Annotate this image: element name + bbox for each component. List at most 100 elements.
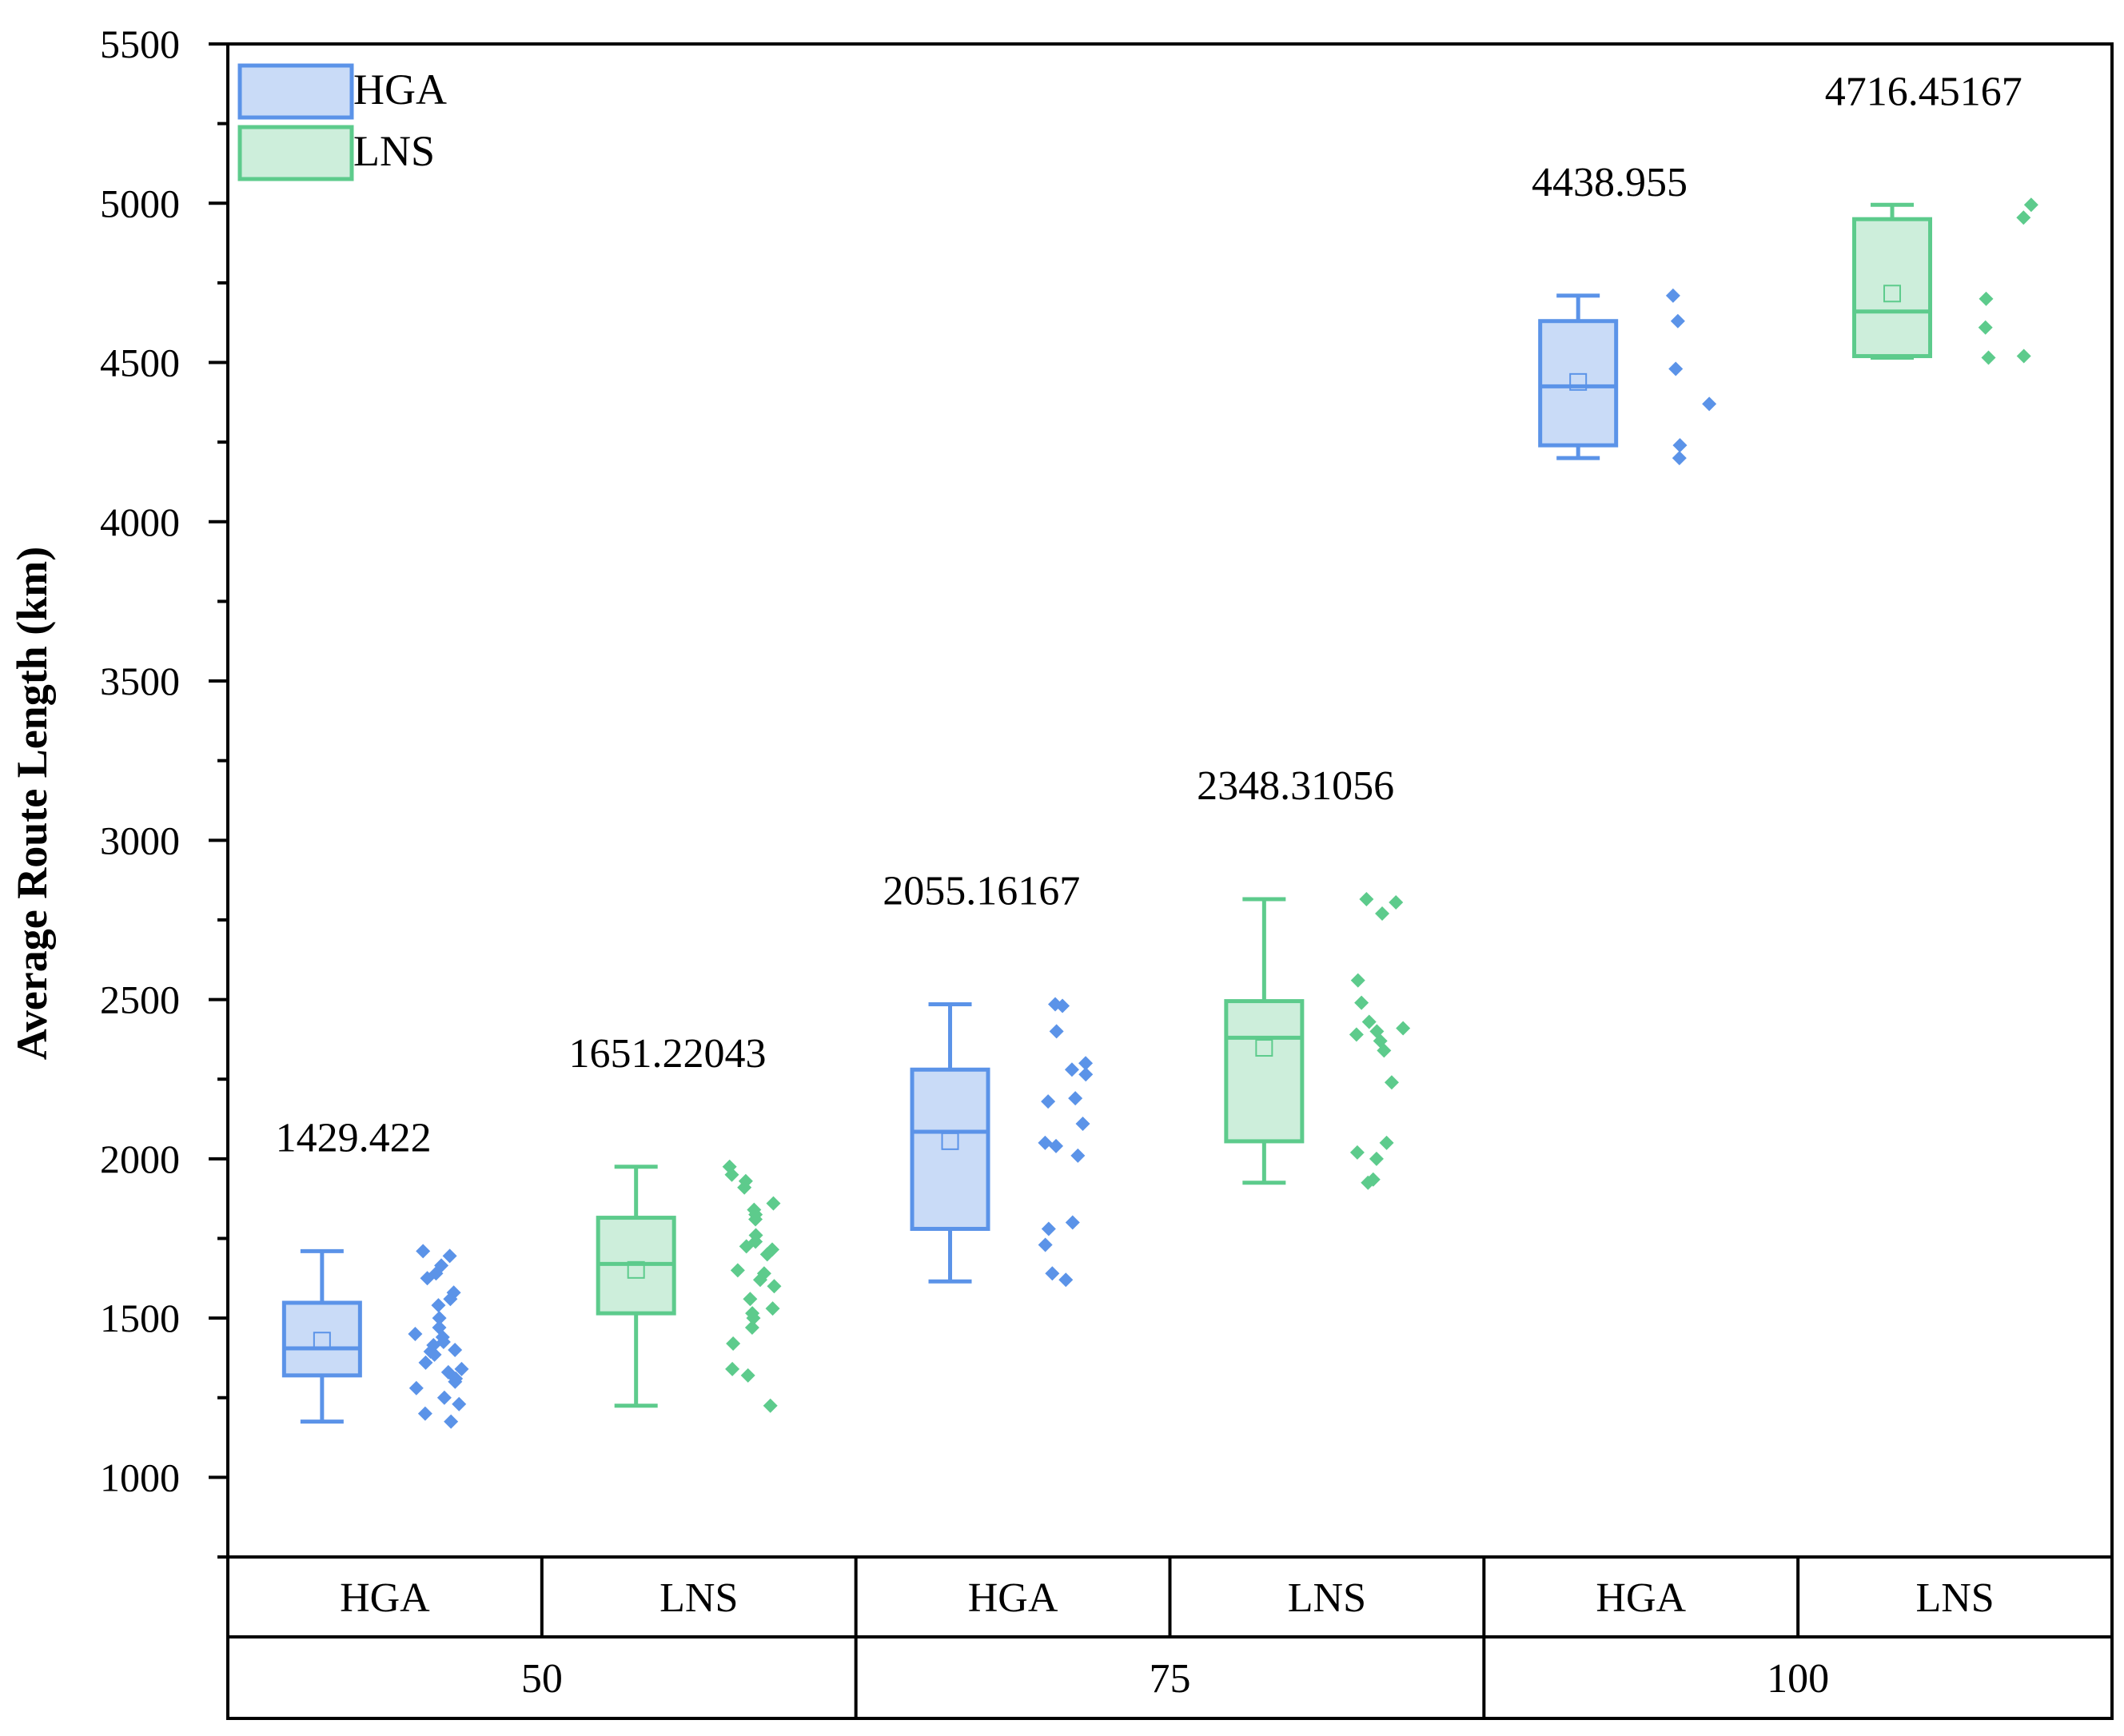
y-axis-title-group: Average Route Length (km): [8, 547, 56, 1060]
data-point-lns: [2023, 197, 2038, 213]
data-point-lns: [726, 1336, 741, 1351]
data-point-lns: [767, 1279, 782, 1294]
legend-swatch: [237, 125, 354, 181]
data-points: [408, 197, 2038, 1429]
data-point-hga: [442, 1248, 457, 1264]
data-point-lns: [744, 1320, 759, 1336]
data-point-lns: [748, 1212, 763, 1227]
mean-marker: [313, 1332, 331, 1350]
mean-marker: [941, 1132, 959, 1150]
data-point-lns: [1354, 995, 1369, 1010]
y-axis: 1000 1500 2000 2500 3000 3500 4000 4500 5000 5500: [100, 22, 228, 1559]
data-point-hga: [432, 1311, 447, 1326]
y-tick-label: 3000: [100, 818, 180, 862]
data-point-lns: [752, 1272, 767, 1288]
data-point-hga: [1068, 1091, 1083, 1106]
legend: HGA LNS: [237, 63, 447, 181]
data-point-lns: [730, 1263, 745, 1278]
x-method-label: LNS: [660, 1575, 738, 1621]
data-point-hga: [1078, 1056, 1094, 1071]
x-category-table: HGA LNS 50 HGA LNS 75 HGA LNS 100: [226, 1555, 2114, 1720]
x-method-label: HGA: [968, 1575, 1058, 1621]
legend-swatch: [237, 63, 354, 120]
mean-labels: 1429.422 1651.22043 2055.16167 2348.31056 44…: [276, 69, 2022, 1161]
data-point-hga: [427, 1347, 442, 1362]
data-point-hga: [1055, 998, 1070, 1013]
data-point-hga: [1041, 1221, 1056, 1236]
data-point-hga: [1672, 451, 1687, 466]
y-tick-label: 5500: [100, 22, 180, 66]
data-point-lns: [1384, 1075, 1399, 1090]
data-point-hga: [1064, 1062, 1079, 1077]
data-point-hga: [1041, 1094, 1056, 1109]
data-point-lns: [1396, 1021, 1411, 1036]
data-point-hga: [1049, 1024, 1064, 1039]
y-tick-label: 1500: [100, 1296, 180, 1340]
data-point-lns: [1377, 1043, 1392, 1058]
data-point-lns: [725, 1361, 740, 1376]
data-point-hga: [436, 1390, 452, 1405]
data-point-hga: [444, 1414, 459, 1429]
mean-value-label: 4716.45167: [1825, 69, 2022, 114]
iqr-box: [1852, 217, 1933, 359]
data-point-hga: [431, 1298, 446, 1313]
legend-item-lns: LNS: [237, 125, 435, 181]
y-tick-label: 1000: [100, 1455, 180, 1499]
x-method-label: LNS: [1288, 1575, 1366, 1621]
data-point-lns: [1349, 1027, 1364, 1042]
data-point-lns: [765, 1301, 780, 1316]
x-group-label: 100: [1767, 1656, 1829, 1702]
data-point-hga: [1078, 1067, 1094, 1082]
data-point-hga: [1702, 396, 1717, 412]
mean-value-label: 2348.31056: [1197, 763, 1394, 809]
plot-border: [226, 42, 2114, 1559]
data-point-lns: [1389, 895, 1404, 910]
x-method-label: LNS: [1915, 1575, 1994, 1621]
data-point-hga: [417, 1406, 432, 1421]
box-hga-50: [281, 1248, 362, 1424]
mean-value-label: 1651.22043: [568, 1031, 766, 1077]
y-tick-label: 4000: [100, 500, 180, 544]
data-point-hga: [418, 1355, 433, 1370]
x-group-label: 50: [521, 1656, 563, 1702]
data-point-lns: [1350, 973, 1365, 988]
data-point-lns: [1359, 892, 1374, 907]
data-point-lns: [766, 1196, 781, 1211]
data-point-hga: [420, 1271, 435, 1286]
data-point-hga: [1070, 1148, 1086, 1163]
data-point-lns: [737, 1180, 752, 1195]
data-point-lns: [1361, 1175, 1376, 1190]
data-point-hga: [1670, 313, 1685, 328]
data-point-hga: [1668, 361, 1684, 376]
data-point-lns: [740, 1368, 755, 1383]
x-method-label: HGA: [1596, 1575, 1686, 1621]
box-lns-75: [1224, 897, 1305, 1185]
data-point-hga: [443, 1292, 458, 1307]
x-method-label: HGA: [340, 1575, 430, 1621]
box-lns-50: [596, 1165, 676, 1408]
mean-value-label: 1429.422: [276, 1115, 432, 1161]
mean-marker: [1569, 372, 1588, 391]
iqr-box: [1538, 319, 1619, 448]
iqr-box: [1224, 999, 1305, 1144]
data-point-hga: [1038, 1237, 1053, 1252]
data-point-lns: [743, 1292, 758, 1307]
iqr-box: [910, 1067, 990, 1232]
legend-item-hga: HGA: [237, 63, 447, 120]
data-point-hga: [1065, 1215, 1080, 1230]
x-group-label: 75: [1150, 1656, 1191, 1702]
mean-value-label: 2055.16167: [883, 869, 1080, 914]
legend-label: HGA: [353, 66, 447, 113]
data-point-hga: [1049, 1138, 1064, 1153]
y-tick-label: 5000: [100, 181, 180, 225]
data-point-hga: [1665, 288, 1680, 303]
mean-marker: [1883, 285, 1902, 303]
data-point-lns: [1981, 350, 1996, 365]
data-point-lns: [1379, 1135, 1394, 1150]
data-point-hga: [1038, 1135, 1053, 1150]
y-tick-label: 3500: [100, 659, 180, 703]
data-point-lns: [1375, 906, 1390, 921]
legend-label: LNS: [353, 127, 435, 175]
box-hga-75: [910, 1002, 990, 1284]
plot-frame: [226, 42, 2114, 1559]
